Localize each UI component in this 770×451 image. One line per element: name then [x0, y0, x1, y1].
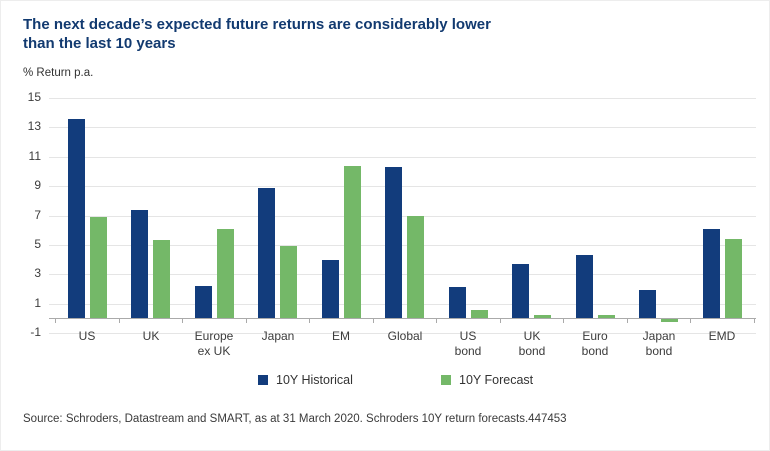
- x-axis-tick: [500, 319, 501, 323]
- bar-10y-historical: [258, 188, 275, 319]
- legend-label: 10Y Historical: [276, 373, 353, 387]
- bar-10y-historical: [322, 260, 339, 319]
- y-tick-label: 11: [28, 149, 41, 163]
- x-axis-tick: [55, 319, 56, 323]
- bar-10y-historical: [512, 264, 529, 318]
- y-tick-label: 13: [27, 119, 41, 133]
- x-axis-tick: [436, 319, 437, 323]
- gridline: [49, 127, 756, 128]
- bar-10y-forecast: [90, 217, 107, 318]
- bar-10y-historical: [449, 287, 466, 318]
- category-label: US: [78, 329, 96, 343]
- y-axis-label: % Return p.a.: [23, 67, 94, 79]
- category-label: US bond: [454, 329, 482, 358]
- x-axis-tick: [119, 319, 120, 323]
- x-axis-tick: [627, 319, 628, 323]
- category-label: Europe ex UK: [194, 329, 234, 358]
- legend-item-10y-forecast: 10Y Forecast: [441, 373, 533, 387]
- category-label: EMD: [708, 329, 736, 343]
- gridline: [49, 157, 756, 158]
- bar-10y-historical: [68, 119, 85, 319]
- bar-10y-forecast: [344, 166, 361, 319]
- y-tick-label: 7: [34, 208, 41, 222]
- x-axis-tick: [563, 319, 564, 323]
- x-axis-tick: [309, 319, 310, 323]
- y-tick-label: 9: [34, 178, 41, 192]
- y-tick-label: 15: [27, 90, 41, 104]
- gridline: [49, 98, 756, 99]
- bar-10y-historical: [576, 255, 593, 318]
- bar-10y-forecast: [661, 319, 678, 322]
- gridline: [49, 274, 756, 275]
- gridline: [49, 333, 756, 334]
- x-axis-tick: [246, 319, 247, 323]
- bar-10y-historical: [385, 167, 402, 318]
- category-label: Global: [387, 329, 423, 343]
- category-label: UK bond: [518, 329, 546, 358]
- x-axis-tick: [754, 319, 755, 323]
- legend-swatch-icon: [258, 375, 268, 385]
- bar-10y-historical: [639, 290, 656, 318]
- y-tick-label: 1: [34, 296, 41, 310]
- category-label: UK: [142, 329, 160, 343]
- legend-label: 10Y Forecast: [459, 373, 534, 387]
- bar-10y-forecast: [598, 315, 615, 318]
- bar-10y-historical: [131, 210, 148, 319]
- bar-10y-forecast: [725, 239, 742, 318]
- x-axis-tick: [182, 319, 183, 323]
- gridline: [49, 216, 756, 217]
- chart-title: The next decade’s expected future return…: [23, 16, 491, 52]
- bar-10y-forecast: [471, 310, 488, 319]
- y-tick-label: 3: [34, 266, 41, 280]
- legend-item-10y-historical: 10Y Historical: [258, 373, 353, 387]
- gridline: [49, 245, 756, 246]
- bar-10y-historical: [195, 286, 212, 318]
- legend-swatch-icon: [441, 375, 451, 385]
- bar-10y-forecast: [407, 216, 424, 319]
- bar-10y-forecast: [280, 246, 297, 318]
- bar-10y-forecast: [153, 240, 170, 318]
- bar-10y-forecast: [217, 229, 234, 319]
- category-label: Euro bond: [581, 329, 609, 358]
- source-note: Source: Schroders, Datastream and SMART,…: [23, 413, 567, 425]
- category-label: EM: [332, 329, 350, 343]
- x-axis-tick: [373, 319, 374, 323]
- y-tick-label: -1: [30, 325, 41, 339]
- y-tick-label: 5: [34, 237, 41, 251]
- bar-10y-historical: [703, 229, 720, 319]
- category-label: Japan bond: [642, 329, 676, 358]
- gridline: [49, 186, 756, 187]
- x-axis-tick: [690, 319, 691, 323]
- gridline: [49, 304, 756, 305]
- category-label: Japan: [261, 329, 295, 343]
- bar-10y-forecast: [534, 315, 551, 318]
- x-axis-line: [49, 318, 756, 319]
